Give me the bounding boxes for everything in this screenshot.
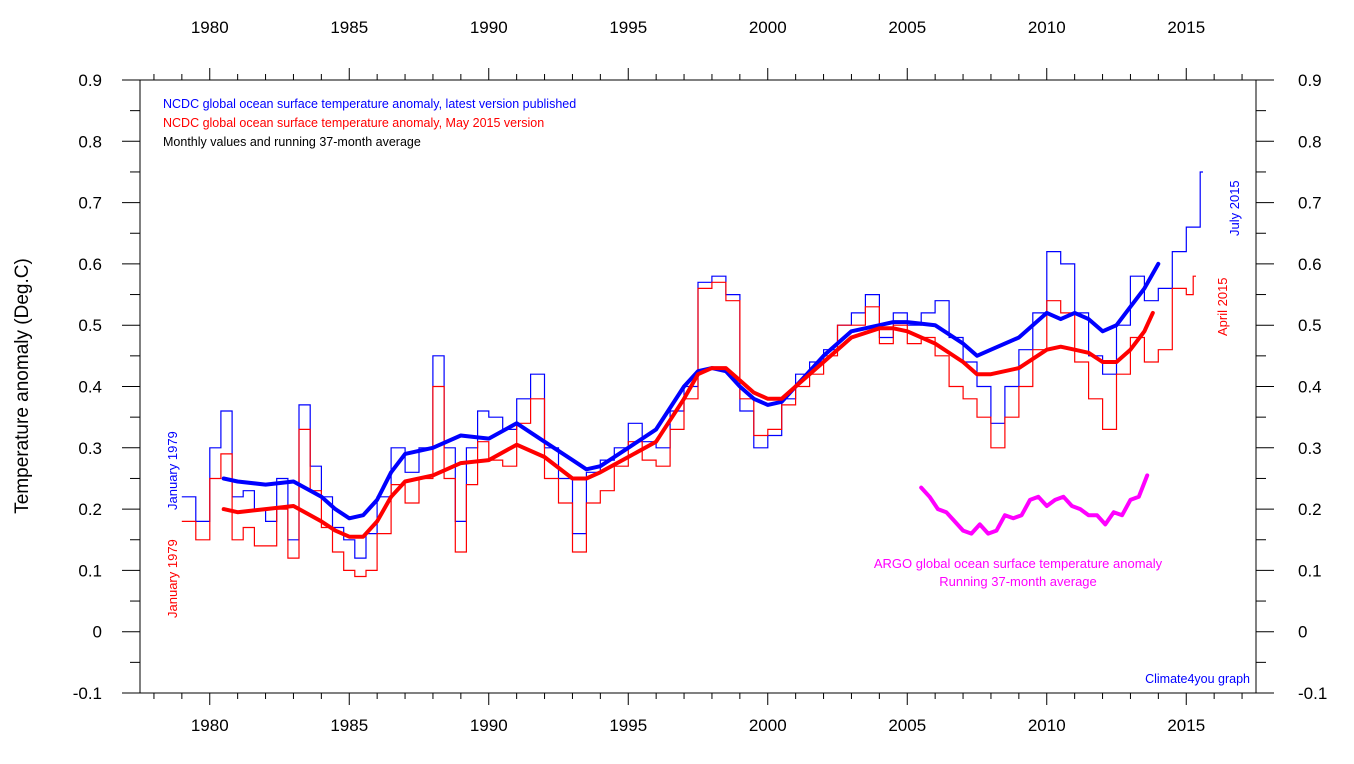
y-tick-label-left: 0.3 bbox=[78, 439, 102, 458]
x-tick-label-bottom: 1990 bbox=[470, 716, 508, 735]
y-tick-label-right: 0.3 bbox=[1298, 439, 1322, 458]
annotation-jan1979-red: January 1979 bbox=[165, 539, 180, 618]
y-tick-label-left: 0.7 bbox=[78, 194, 102, 213]
y-tick-label-right: 0 bbox=[1298, 623, 1307, 642]
x-tick-label-top: 2005 bbox=[888, 18, 926, 37]
axis-ticks: 1980 1980 1985 1985 1990 1990 1995 1995 2000 2000… bbox=[73, 18, 1328, 735]
annotation-argo-line2: Running 37-month average bbox=[939, 574, 1097, 589]
x-tick-label-bottom: 2000 bbox=[749, 716, 787, 735]
x-tick-label-top: 2000 bbox=[749, 18, 787, 37]
y-tick-label-right: 0.2 bbox=[1298, 500, 1322, 519]
y-tick-label-left: 0.5 bbox=[78, 316, 102, 335]
y-axis-title: Temperature anomaly (Deg.C) bbox=[12, 258, 33, 514]
series-red_running_avg bbox=[221, 310, 1155, 539]
y-tick-label-right: 0.9 bbox=[1298, 71, 1322, 90]
x-tick-label-bottom: 1980 bbox=[191, 716, 229, 735]
y-tick-label-left: 0.1 bbox=[78, 561, 102, 580]
legend-entry-latest: NCDC global ocean surface temperature an… bbox=[163, 97, 576, 111]
x-tick-label-top: 1995 bbox=[609, 18, 647, 37]
y-tick-label-left: 0.4 bbox=[78, 378, 102, 397]
annotation-jan1979-blue: January 1979 bbox=[165, 431, 180, 510]
y-tick-label-left: 0.9 bbox=[78, 71, 102, 90]
series-red_monthly bbox=[181, 275, 1196, 578]
x-tick-label-top: 1980 bbox=[191, 18, 229, 37]
x-tick-label-bottom: 2010 bbox=[1028, 716, 1066, 735]
y-tick-label-right: 0.7 bbox=[1298, 194, 1322, 213]
x-tick-label-bottom: 2005 bbox=[888, 716, 926, 735]
x-tick-label-bottom: 2015 bbox=[1167, 716, 1205, 735]
x-tick-label-bottom: 1995 bbox=[609, 716, 647, 735]
y-tick-label-right: 0.6 bbox=[1298, 255, 1322, 274]
x-tick-label-bottom: 1985 bbox=[330, 716, 368, 735]
credit-text: Climate4you graph bbox=[1145, 672, 1250, 686]
y-tick-label-left: 0.8 bbox=[78, 132, 102, 151]
legend-entry-may2015: NCDC global ocean surface temperature an… bbox=[163, 116, 544, 130]
series-blue_running_avg bbox=[221, 261, 1161, 521]
series-layer bbox=[181, 171, 1203, 578]
annotation-july2015: July 2015 bbox=[1227, 180, 1242, 236]
x-tick-label-top: 2015 bbox=[1167, 18, 1205, 37]
x-tick-label-top: 1985 bbox=[330, 18, 368, 37]
legend: NCDC global ocean surface temperature an… bbox=[163, 97, 576, 149]
series-argo_running_avg bbox=[919, 473, 1150, 536]
y-tick-label-left: 0 bbox=[93, 623, 102, 642]
y-tick-label-right: 0.1 bbox=[1298, 561, 1322, 580]
y-tick-label-left: 0.6 bbox=[78, 255, 102, 274]
y-tick-label-left: -0.1 bbox=[73, 684, 102, 703]
y-tick-label-right: -0.1 bbox=[1298, 684, 1327, 703]
legend-entry-monthly: Monthly values and running 37-month aver… bbox=[163, 135, 421, 149]
annotation-april2015: April 2015 bbox=[1215, 277, 1230, 336]
annotation-argo-line1: ARGO global ocean surface temperature an… bbox=[874, 556, 1163, 571]
x-tick-label-top: 1990 bbox=[470, 18, 508, 37]
x-tick-label-top: 2010 bbox=[1028, 18, 1066, 37]
y-tick-label-right: 0.4 bbox=[1298, 378, 1322, 397]
y-tick-label-right: 0.5 bbox=[1298, 316, 1322, 335]
y-tick-label-left: 0.2 bbox=[78, 500, 102, 519]
y-tick-label-right: 0.8 bbox=[1298, 132, 1322, 151]
